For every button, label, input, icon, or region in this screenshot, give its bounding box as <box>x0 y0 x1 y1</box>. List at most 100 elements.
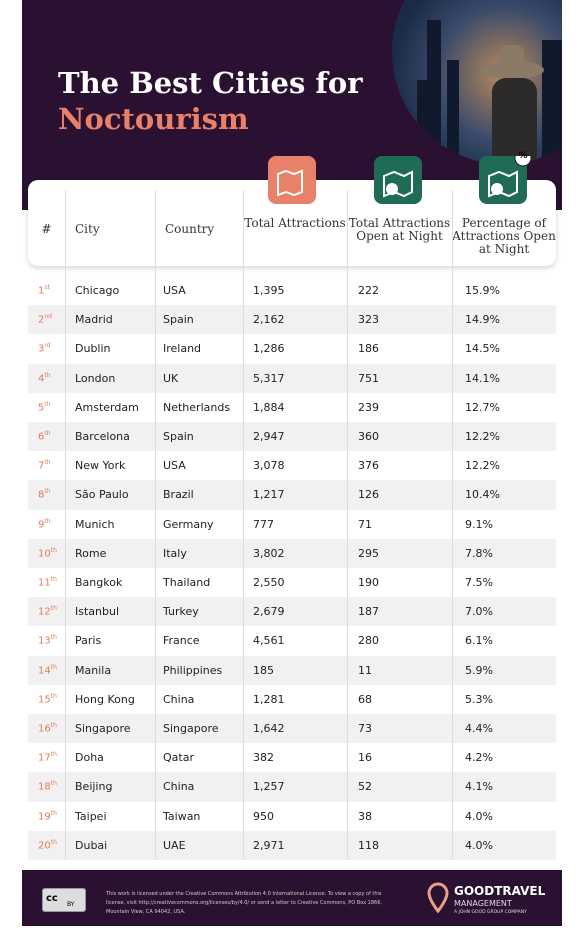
night-percentage: 7.5% <box>465 576 493 589</box>
night-percentage: 15.9% <box>465 284 500 297</box>
rank: 2nd <box>38 313 52 325</box>
night-attractions: 38 <box>358 809 372 823</box>
header: The Best Cities for Noctourism <box>22 0 562 210</box>
rank-number: 4 <box>38 372 45 384</box>
country: USA <box>163 459 186 473</box>
night-percentage: 14.1% <box>465 371 500 385</box>
total-attractions: 3,078 <box>253 459 285 473</box>
license: This work is licensed under the Creative… <box>106 891 382 915</box>
total-attractions: 1,884 <box>253 400 285 414</box>
city: New York <box>75 459 126 473</box>
rank-number: 18 <box>38 781 51 793</box>
rank-suffix: th <box>50 605 57 613</box>
city: Munich <box>75 517 115 531</box>
rank: 18th <box>38 780 57 792</box>
rank-suffix: th <box>50 634 57 642</box>
country: Philippines <box>163 663 223 677</box>
total-attractions: 1,257 <box>253 780 285 794</box>
country: Brazil <box>163 488 194 502</box>
total-attractions: 1,281 <box>253 692 285 706</box>
city: Madrid <box>75 313 113 327</box>
night-percentage: 7.8% <box>465 546 493 560</box>
rank-number: 19 <box>38 810 51 822</box>
column-divider <box>347 190 348 860</box>
night-percentage: 9.1% <box>465 517 493 531</box>
city: Singapore <box>75 722 131 735</box>
night-attractions: 118 <box>358 838 379 852</box>
column-header: Percentage of Attractions Open at Night <box>452 216 556 256</box>
total-attractions: 185 <box>253 663 274 677</box>
rank-suffix: th <box>50 838 57 846</box>
night-attractions: 68 <box>358 692 372 706</box>
country: China <box>163 692 195 706</box>
total-attractions: 1,286 <box>253 342 285 356</box>
column-header: Total Attractions Open at Night <box>348 216 451 243</box>
night-attractions: 280 <box>358 634 379 648</box>
country: China <box>163 780 195 794</box>
city: Hong Kong <box>75 692 135 706</box>
rank-suffix: th <box>44 459 51 467</box>
rank-number: 2 <box>38 314 45 326</box>
cc-text: cc <box>46 893 58 904</box>
country: Netherlands <box>163 400 231 414</box>
night-percentage: 5.9% <box>465 663 493 677</box>
total-attractions: 2,679 <box>253 605 285 619</box>
rank-number: 16 <box>38 723 51 735</box>
total-attractions: 950 <box>253 809 274 823</box>
night-attractions: 360 <box>358 430 379 443</box>
total-attractions: 4,561 <box>253 634 285 648</box>
country: UK <box>163 371 179 385</box>
country: Qatar <box>163 751 194 765</box>
night-percentage: 4.0% <box>465 838 493 852</box>
rank: 14th <box>38 664 57 676</box>
city: Chicago <box>75 284 120 297</box>
icon-badge: % <box>518 151 528 161</box>
city: Dubai <box>75 838 108 852</box>
rank-number: 7 <box>38 460 45 472</box>
country: Turkey <box>163 605 199 619</box>
rank-suffix: th <box>50 692 57 700</box>
night-attractions: 52 <box>358 780 372 794</box>
total-attractions: 1,642 <box>253 722 285 735</box>
rank: 17th <box>38 751 57 763</box>
total-attractions: 1,217 <box>253 488 285 502</box>
logo-pin <box>427 882 449 914</box>
rank-number: 8 <box>38 489 45 501</box>
rank-number: 10 <box>38 548 51 560</box>
city: Paris <box>75 634 102 648</box>
rank: 12th <box>38 605 57 617</box>
night-attractions: 126 <box>358 488 379 502</box>
column-divider <box>155 190 156 860</box>
rank: 4th <box>38 372 51 384</box>
night-percentage: 5.3% <box>465 692 493 706</box>
rank: 16th <box>38 722 57 734</box>
column-divider <box>243 190 244 860</box>
night-attractions: 190 <box>358 576 379 589</box>
night-attractions: 751 <box>358 371 379 385</box>
city: London <box>75 371 116 385</box>
brand-sub: MANAGEMENT <box>454 899 512 908</box>
rank-number: 14 <box>38 664 51 676</box>
city: Barcelona <box>75 430 130 443</box>
night-percentage: 4.4% <box>465 722 493 735</box>
city: Beijing <box>75 780 113 794</box>
rank-number: 15 <box>38 694 51 706</box>
country: Spain <box>163 430 194 443</box>
rank-suffix: th <box>44 488 51 496</box>
rank-suffix: th <box>50 663 57 671</box>
total-attractions: 5,317 <box>253 371 285 385</box>
rank-suffix: th <box>44 400 51 408</box>
rank-number: 3 <box>38 343 45 355</box>
night-percentage: 4.2% <box>465 751 493 765</box>
header-photo <box>392 0 562 164</box>
rank: 20th <box>38 839 57 851</box>
rank-number: 5 <box>38 402 45 414</box>
title-highlight: Noctourism <box>58 102 249 136</box>
country: Ireland <box>163 342 202 356</box>
column-header: Country <box>165 222 215 236</box>
city: São Paulo <box>75 488 129 502</box>
city: Istanbul <box>75 605 120 619</box>
night-percentage: 4.0% <box>465 809 493 823</box>
rank-suffix: th <box>44 517 51 525</box>
